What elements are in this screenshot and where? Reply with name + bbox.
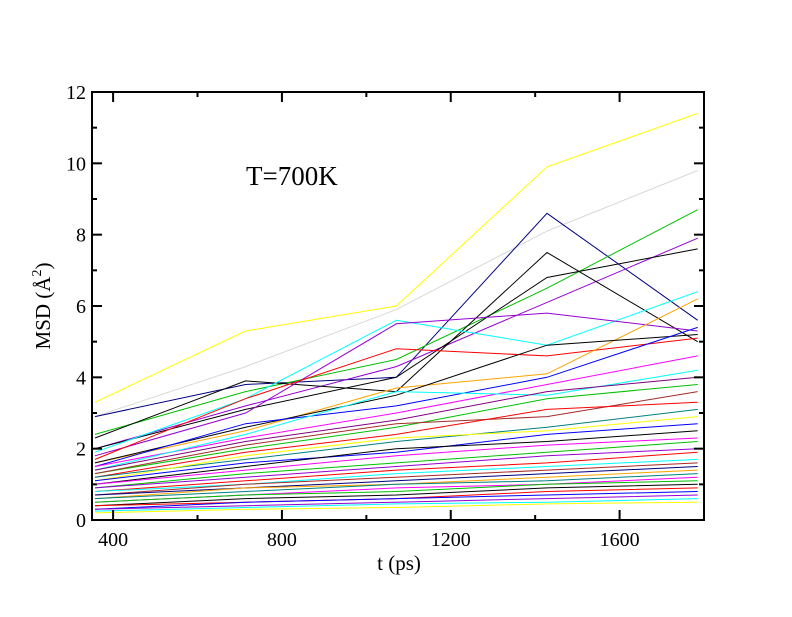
series-line-1 xyxy=(94,112,698,403)
series-line-11 xyxy=(94,298,698,464)
tick-layer: 400 800 1200 1600 0 2 4 6 8 10 12 xyxy=(66,82,704,551)
y-axis-title-unit: Å xyxy=(31,276,55,292)
x-tick-label: 800 xyxy=(267,529,297,551)
y-tick-label: 4 xyxy=(76,367,86,389)
series-line-29 xyxy=(94,462,698,496)
series-line-22 xyxy=(94,423,698,482)
series-line-17 xyxy=(94,384,698,475)
y-tick-label: 2 xyxy=(76,439,86,461)
y-tick-label: 8 xyxy=(76,225,86,247)
y-tick-label: 10 xyxy=(66,153,86,175)
series-line-19 xyxy=(94,401,698,478)
series-line-28 xyxy=(94,458,698,492)
series-line-27 xyxy=(94,451,698,492)
series-line-12 xyxy=(94,334,698,464)
series-line-18 xyxy=(94,391,698,475)
y-tick-label: 12 xyxy=(66,82,86,104)
series-line-40 xyxy=(94,501,698,514)
series-line-8 xyxy=(94,291,698,453)
annotation-label: T=700K xyxy=(246,161,338,191)
series-line-9 xyxy=(94,312,698,457)
series-line-14 xyxy=(94,355,698,467)
x-axis-title: t (ps) xyxy=(377,551,421,575)
svg-text:MSD (Å2): MSD (Å2) xyxy=(30,263,55,350)
series-line-32 xyxy=(94,473,698,500)
y-axis-title: MSD (Å2) xyxy=(30,263,55,350)
series-line-7 xyxy=(94,248,698,450)
series-line-4 xyxy=(94,209,698,435)
series-line-21 xyxy=(94,416,698,482)
series-line-5 xyxy=(94,237,698,450)
series-line-16 xyxy=(94,376,698,471)
y-axis-title-close: ) xyxy=(31,263,55,270)
x-tick-label: 1600 xyxy=(600,529,640,551)
y-tick-label: 0 xyxy=(76,510,86,532)
series-line-2 xyxy=(94,170,698,418)
x-tick-label: 400 xyxy=(98,529,128,551)
series-line-30 xyxy=(94,466,698,496)
series-line-10 xyxy=(94,337,698,460)
series-line-37 xyxy=(94,491,698,510)
series-line-24 xyxy=(94,437,698,485)
y-axis-title-exponent: 2 xyxy=(30,270,45,277)
series-line-26 xyxy=(94,448,698,489)
series-line-39 xyxy=(94,498,698,512)
y-axis-title-base: MSD ( xyxy=(31,292,55,350)
series-line-25 xyxy=(94,441,698,489)
series-line-34 xyxy=(94,480,698,503)
y-tick-label: 6 xyxy=(76,296,86,318)
series-line-13 xyxy=(94,326,698,467)
series-layer xyxy=(94,112,698,514)
series-line-38 xyxy=(94,494,698,510)
series-line-23 xyxy=(94,430,698,485)
series-line-20 xyxy=(94,408,698,478)
series-line-6 xyxy=(94,251,698,439)
x-tick-label: 1200 xyxy=(431,529,471,551)
series-line-35 xyxy=(94,483,698,507)
